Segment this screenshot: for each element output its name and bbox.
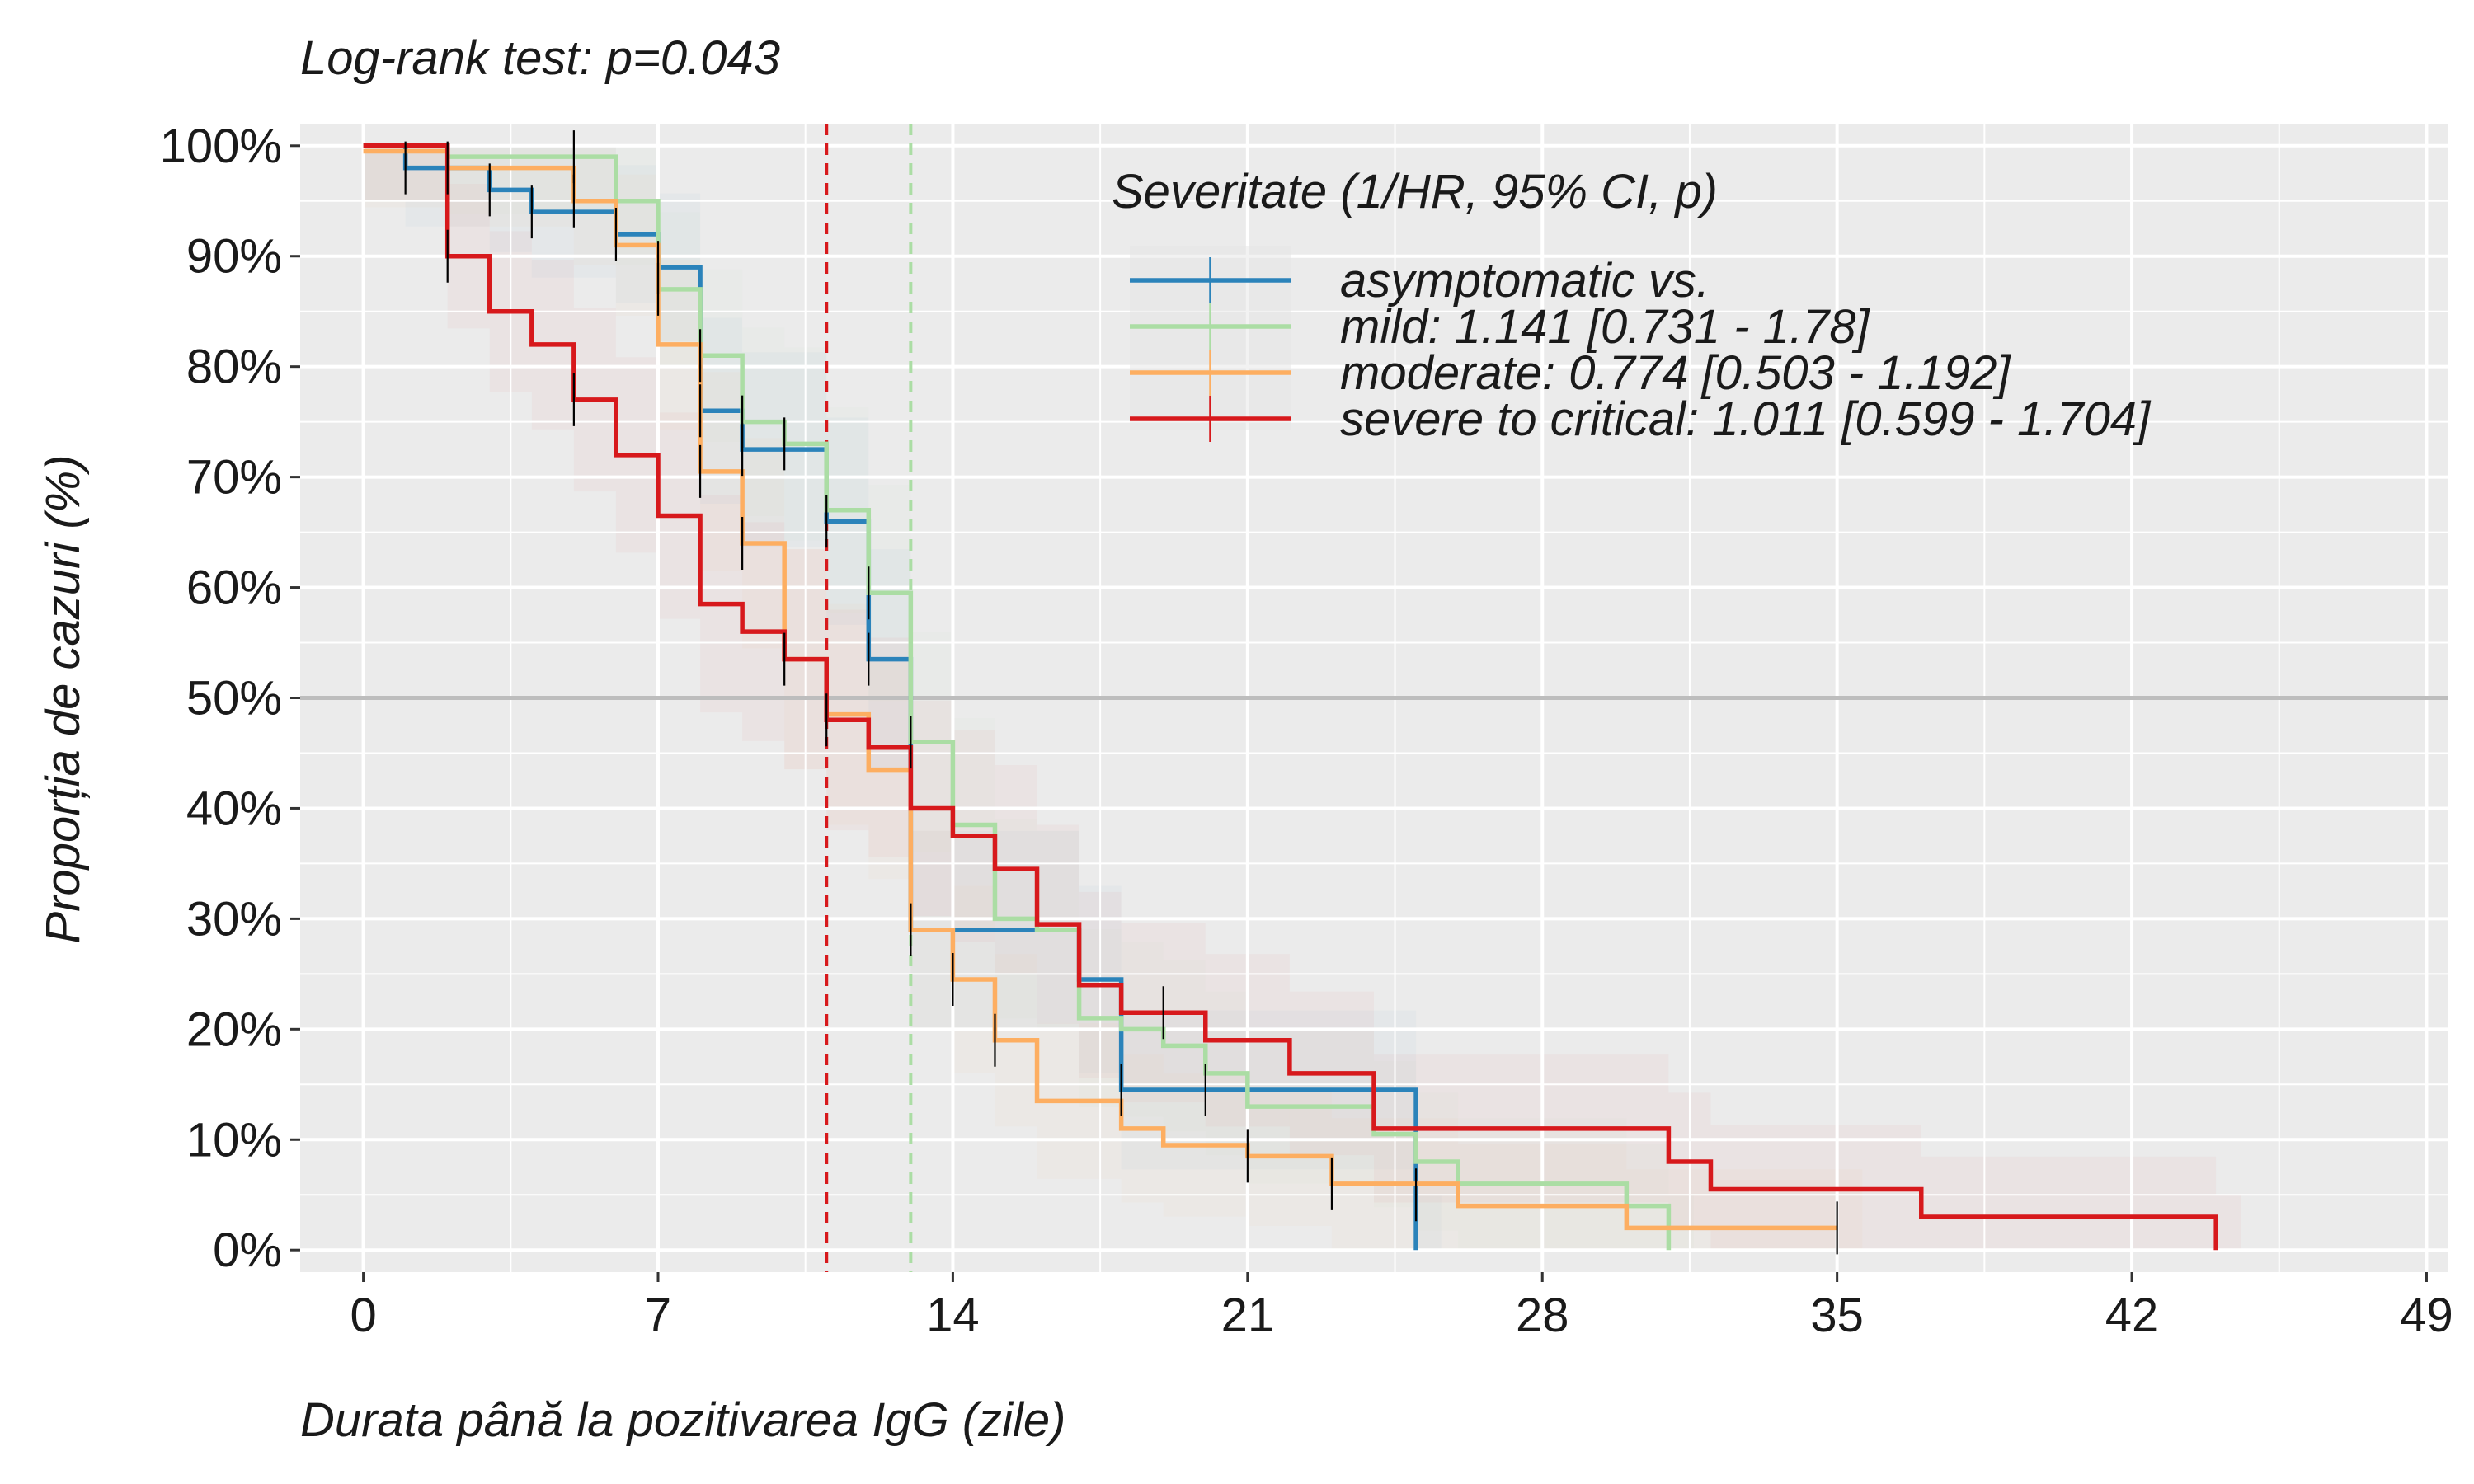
x-tick-label: 49	[2400, 1289, 2453, 1342]
y-tick-label: 0%	[213, 1223, 282, 1277]
x-tick-label: 35	[1810, 1289, 1864, 1342]
ci-band	[2216, 1195, 2241, 1250]
y-tick-label: 100%	[160, 120, 282, 173]
y-tick-label: 10%	[186, 1113, 282, 1167]
legend-label: asymptomatic vs.	[1340, 254, 1710, 308]
x-tick-label: 42	[2105, 1289, 2159, 1342]
y-tick-label: 40%	[186, 782, 282, 835]
y-tick-label: 50%	[186, 672, 282, 726]
censor-marks	[404, 130, 1838, 1255]
x-tick-label: 21	[1221, 1289, 1275, 1342]
chart-subtitle: Log-rank test: p=0.043	[300, 31, 780, 85]
x-tick-label: 14	[926, 1289, 980, 1342]
series-line	[363, 148, 1837, 1231]
ci-band	[574, 146, 616, 265]
x-tick-label: 0	[350, 1289, 376, 1342]
y-tick-label: 20%	[186, 1003, 282, 1056]
y-tick-label: 70%	[186, 451, 282, 505]
legend-label: moderate: 0.774 [0.503 - 1.192]	[1340, 346, 2011, 400]
x-tick-label: 7	[645, 1289, 671, 1342]
y-axis-label: Proporția de cazuri (%)	[36, 454, 90, 943]
legend-items: asymptomatic vs.mild: 1.141 [0.731 - 1.7…	[1130, 246, 2152, 446]
legend: Severitate (1/HR, 95% CI, p) asymptomati…	[1112, 165, 2152, 446]
x-tick-label: 28	[1516, 1289, 1569, 1342]
y-tick-label: 80%	[186, 340, 282, 394]
legend-label: severe to critical: 1.011 [0.599 - 1.704…	[1340, 392, 2152, 446]
series-line	[363, 143, 1672, 1251]
x-axis-label: Durata până la pozitivarea IgG (zile)	[300, 1393, 1065, 1447]
ci-band	[1921, 1157, 2216, 1250]
legend-title: Severitate (1/HR, 95% CI, p)	[1112, 165, 1718, 218]
axes: 0 7 14 21 28 35 42 49 0% 10% 20% 30% 40% 50% 60% 70% 80%…	[160, 120, 2453, 1342]
y-tick-label: 90%	[186, 230, 282, 284]
y-tick-label: 60%	[186, 561, 282, 615]
y-tick-label: 30%	[186, 892, 282, 946]
legend-label: mild: 1.141 [0.731 - 1.78]	[1340, 300, 1871, 354]
